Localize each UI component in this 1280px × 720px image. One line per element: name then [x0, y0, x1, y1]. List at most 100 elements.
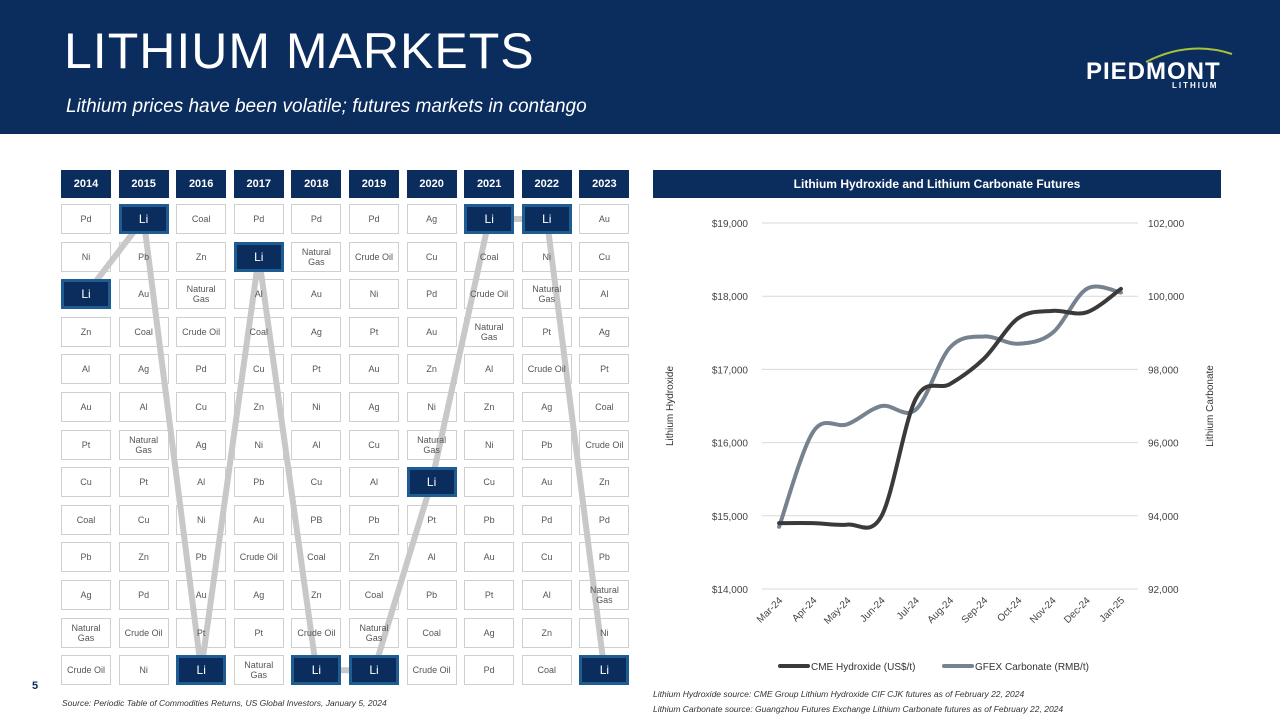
commodity-cell: Crude Oil — [349, 241, 399, 272]
page-subtitle: Lithium prices have been volatile; futur… — [66, 96, 587, 117]
right-tick-label: 100,000 — [1148, 292, 1185, 303]
commodity-cell: Au — [233, 504, 284, 535]
commodity-cell: Crude Oil — [61, 655, 111, 686]
commodity-cell: Al — [61, 354, 111, 385]
commodity-cell: Au — [464, 542, 515, 573]
commodity-cell: Coal — [464, 241, 515, 272]
commodity-cell: Ag — [464, 617, 515, 648]
commodity-cell: Pt — [579, 354, 630, 385]
commodity-cell: Coal — [118, 316, 169, 347]
commodity-cell: Pt — [521, 316, 572, 347]
left-tick-label: $14,000 — [712, 585, 749, 596]
x-tick-label: Mar-24 — [755, 595, 785, 625]
commodity-cell: Pt — [176, 617, 227, 648]
chart-title: Lithium Hydroxide and Lithium Carbonate … — [653, 170, 1221, 198]
commodity-cell: Pt — [291, 354, 342, 385]
commodity-cell: Crude Oil — [406, 655, 457, 686]
commodity-cell: Pb — [233, 467, 284, 498]
commodity-cell: Natural Gas — [176, 279, 227, 310]
commodity-cell: Pb — [176, 542, 227, 573]
header-banner: LITHIUM MARKETS Lithium prices have been… — [0, 0, 1280, 134]
commodity-cell: Zn — [349, 542, 399, 573]
commodity-cell: Natural Gas — [349, 617, 399, 648]
commodity-cell: Zn — [464, 392, 515, 422]
commodity-cell: Coal — [406, 617, 457, 648]
right-tick-label: 92,000 — [1148, 585, 1179, 596]
commodity-cell: Pb — [464, 504, 515, 535]
commodity-cell: Au — [521, 467, 572, 498]
carbonate-series-line — [777, 284, 1123, 529]
lithium-cell: Li — [61, 279, 111, 310]
commodity-returns-table: 2014 2015 2016 2017 2018 2019 2020 2021 2022 2023… — [61, 170, 630, 686]
x-tick-label: May-24 — [822, 595, 854, 627]
commodity-cell: Natural Gas — [118, 429, 169, 460]
commodity-cell: Crude Oil — [291, 617, 342, 648]
left-tick-label: $19,000 — [712, 219, 749, 230]
commodity-cell: Cu — [233, 354, 284, 385]
commodity-cell: Pd — [61, 204, 111, 234]
x-tick-label: Jul-24 — [895, 595, 922, 622]
x-tick-label: Dec-24 — [1062, 595, 1093, 626]
commodity-cell: Al — [349, 467, 399, 498]
commodity-cell: Al — [233, 279, 284, 310]
commodity-cell: Ni — [464, 429, 515, 460]
x-tick-label: Nov-24 — [1028, 595, 1059, 626]
commodity-cell: Pb — [118, 241, 169, 272]
logo-word: PIEDMONT — [1086, 58, 1221, 85]
x-tick-label: Aug-24 — [926, 595, 957, 626]
commodity-cell: Coal — [61, 504, 111, 535]
commodity-cell: Coal — [521, 655, 572, 686]
lithium-cell: Li — [118, 204, 169, 234]
commodity-cell: Al — [406, 542, 457, 573]
commodity-cell: Coal — [579, 392, 630, 422]
commodity-cell: Au — [291, 279, 342, 310]
commodity-cell: Ni — [233, 429, 284, 460]
left-tick-label: $18,000 — [712, 292, 749, 303]
commodity-cell: Ni — [579, 617, 630, 648]
commodity-cell: Ni — [349, 279, 399, 310]
legend-label: GFEX Carbonate (RMB/t) — [975, 662, 1089, 673]
commodity-cell: Ag — [118, 354, 169, 385]
left-tick-label: $17,000 — [712, 365, 749, 376]
commodity-cell: Cu — [176, 392, 227, 422]
commodity-cell: Pb — [521, 429, 572, 460]
commodity-cell: Pd — [233, 204, 284, 234]
x-tick-label: Jun-24 — [858, 595, 888, 625]
lithium-cell: Li — [579, 655, 630, 686]
commodity-cell: Ag — [406, 204, 457, 234]
logo-arc-icon — [1145, 47, 1233, 63]
commodity-cell: Al — [176, 467, 227, 498]
year-header-2021: 2021 — [464, 170, 515, 198]
year-header-2015: 2015 — [118, 170, 169, 198]
commodity-cell: Al — [291, 429, 342, 460]
right-tick-label: 94,000 — [1148, 512, 1179, 523]
commodity-cell: Zn — [579, 467, 630, 498]
year-header-2023: 2023 — [579, 170, 630, 198]
lithium-cell: Li — [176, 655, 227, 686]
commodity-cell: Pb — [61, 542, 111, 573]
left-tick-label: $16,000 — [712, 439, 749, 450]
commodity-cell: Au — [579, 204, 630, 234]
year-header-2020: 2020 — [406, 170, 457, 198]
hydroxide-series-line — [777, 286, 1123, 530]
commodity-cell: Ag — [233, 580, 284, 610]
carbonate-source-note: Lithium Carbonate source: Guangzhou Futu… — [653, 704, 1064, 714]
commodity-cell: Al — [521, 580, 572, 610]
commodity-cell: Ni — [118, 655, 169, 686]
year-header-2017: 2017 — [233, 170, 284, 198]
commodity-cell: Pt — [406, 504, 457, 535]
commodity-cell: Pd — [118, 580, 169, 610]
commodity-cell: Pd — [176, 354, 227, 385]
commodity-cell: Ni — [61, 241, 111, 272]
commodity-cell: Coal — [233, 316, 284, 347]
commodity-cell: Ni — [291, 392, 342, 422]
commodity-cell: Ag — [349, 392, 399, 422]
commodity-cell: Natural Gas — [291, 241, 342, 272]
commodity-cell: Pb — [349, 504, 399, 535]
commodity-cell: Cu — [291, 467, 342, 498]
commodity-cell: Natural Gas — [579, 580, 630, 610]
commodity-cell: Al — [579, 279, 630, 310]
lithium-cell: Li — [406, 467, 457, 498]
commodity-cell: Natural Gas — [406, 429, 457, 460]
page-number: 5 — [32, 680, 39, 692]
